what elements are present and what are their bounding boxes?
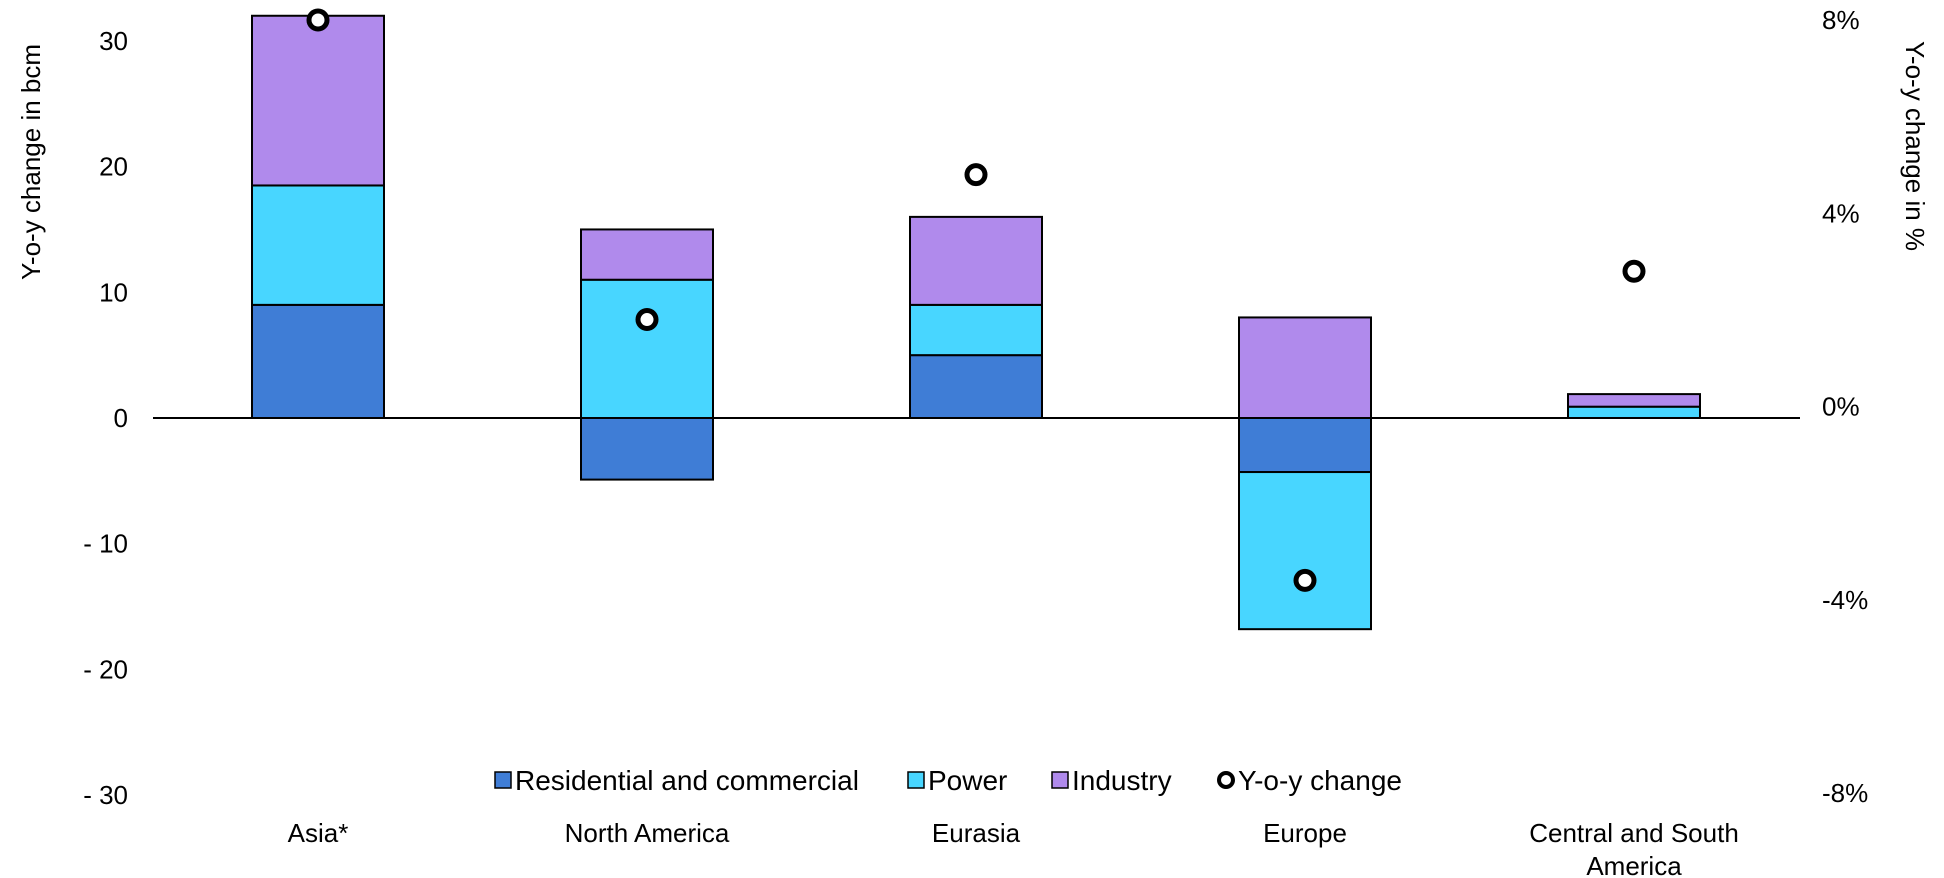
legend-label: Industry — [1072, 765, 1172, 796]
bar-segment — [1567, 393, 1701, 408]
y-tick-label: 10 — [99, 277, 128, 307]
bar-segment — [251, 184, 385, 306]
bar-segment — [1238, 417, 1372, 474]
legend-label: Power — [928, 765, 1007, 796]
yoy-change-marker — [964, 163, 988, 187]
bar-segment — [909, 303, 1043, 357]
y-axis-title: Y-o-y change in bcm — [16, 44, 46, 280]
y2-axis-title: Y-o-y change in % — [1900, 41, 1930, 251]
bar-segment — [580, 417, 714, 481]
y2-tick-label: -8% — [1822, 778, 1868, 808]
yoy-change-marker — [1293, 568, 1317, 592]
bar-segment — [909, 354, 1043, 419]
legend-label: Y-o-y change — [1238, 765, 1402, 796]
bar-segment — [1238, 316, 1372, 419]
bar-segment — [580, 278, 714, 420]
y-tick-label: - 10 — [83, 529, 128, 559]
y-tick-label: 0 — [114, 403, 128, 433]
y2-tick-label: 4% — [1822, 198, 1860, 228]
y2-tick-label: 0% — [1822, 392, 1860, 422]
yoy-change-marker — [306, 8, 330, 32]
y-tick-label: 30 — [99, 26, 128, 56]
yoy-change-marker — [635, 308, 659, 332]
yoy-change-marker — [1622, 259, 1646, 283]
y-tick-label: - 30 — [83, 780, 128, 810]
category-label: North America — [565, 818, 730, 848]
y-tick-label: - 20 — [83, 654, 128, 684]
bar-segment — [1567, 405, 1701, 420]
bar-segment — [580, 228, 714, 281]
category-label: America — [1586, 851, 1682, 878]
legend-label: Residential and commercial — [515, 765, 859, 796]
legend-swatch — [1051, 771, 1069, 789]
bar-segment — [1238, 471, 1372, 631]
legend-swatch — [494, 771, 512, 789]
bar-segment — [251, 303, 385, 419]
category-label: Europe — [1263, 818, 1347, 848]
bar-segment — [251, 14, 385, 187]
y-tick-label: 20 — [99, 152, 128, 182]
category-label: Eurasia — [932, 818, 1021, 848]
y2-tick-label: 8% — [1822, 5, 1860, 35]
y2-tick-label: -4% — [1822, 585, 1868, 615]
category-label: Asia* — [288, 818, 349, 848]
legend-marker — [1217, 771, 1235, 789]
category-label: Central and South — [1529, 818, 1739, 848]
legend-swatch — [907, 771, 925, 789]
bar-segment — [909, 215, 1043, 306]
